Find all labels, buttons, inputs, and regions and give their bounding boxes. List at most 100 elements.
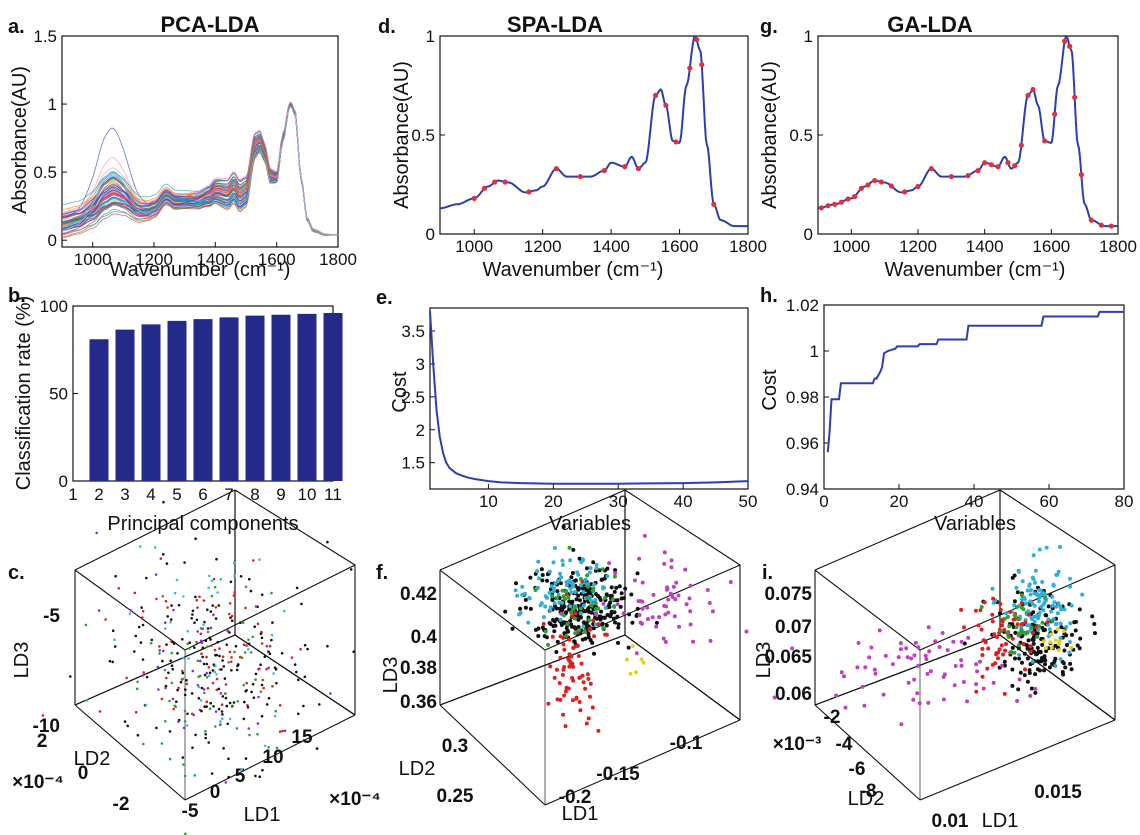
data-point <box>917 701 922 706</box>
data-point <box>881 692 886 697</box>
data-point <box>1020 660 1024 665</box>
data-point <box>564 589 569 594</box>
data-point <box>206 630 210 634</box>
data-point <box>650 615 655 620</box>
data-point <box>555 697 560 702</box>
data-point <box>629 592 634 597</box>
y-tick-label: 100 <box>40 297 68 316</box>
data-point <box>1016 643 1021 648</box>
data-point <box>607 602 612 607</box>
data-point <box>592 634 597 639</box>
data-point <box>240 768 243 771</box>
data-point <box>306 647 309 651</box>
data-point <box>213 670 216 674</box>
data-point <box>228 650 232 654</box>
data-point <box>1005 630 1010 635</box>
data-point <box>229 616 232 619</box>
data-point <box>1010 683 1015 688</box>
data-point <box>982 600 987 605</box>
data-point <box>992 632 997 637</box>
selected-variable-marker <box>838 199 844 205</box>
data-point <box>1050 603 1055 608</box>
x-tick-label: -0.15 <box>596 764 640 785</box>
data-point <box>574 597 579 602</box>
data-point <box>214 606 218 609</box>
data-point <box>233 590 236 594</box>
data-point <box>1053 643 1058 648</box>
data-point <box>200 652 203 655</box>
data-point <box>209 626 213 630</box>
x-tick-label: -5 <box>182 801 199 822</box>
data-point <box>256 722 260 725</box>
data-point <box>581 620 586 625</box>
data-point <box>1027 671 1032 675</box>
x-tick-label: 2 <box>94 485 103 504</box>
data-point <box>300 602 303 606</box>
data-point <box>41 714 45 717</box>
data-point <box>561 712 566 717</box>
data-point <box>224 696 228 700</box>
data-point <box>182 595 185 598</box>
data-point <box>586 609 591 614</box>
data-point <box>217 687 221 691</box>
data-point <box>197 685 201 689</box>
data-point <box>117 587 121 590</box>
data-point <box>196 630 199 633</box>
data-point <box>275 681 278 685</box>
y-scale-label: ×10⁻⁴ <box>12 772 64 793</box>
data-point <box>552 546 557 550</box>
data-point <box>587 570 592 575</box>
data-point <box>194 733 197 737</box>
data-point <box>959 663 964 668</box>
data-point <box>166 606 169 609</box>
data-point <box>172 707 175 711</box>
data-point <box>164 599 168 603</box>
data-point <box>584 721 589 726</box>
data-point <box>594 566 599 571</box>
data-point <box>1055 572 1060 577</box>
box-edge <box>999 489 1116 566</box>
data-point <box>856 641 861 645</box>
data-point <box>562 613 566 618</box>
box-edge <box>814 569 921 651</box>
data-point <box>618 604 623 609</box>
data-point <box>232 561 236 565</box>
y-tick-label: 0 <box>48 231 57 250</box>
data-point <box>227 775 230 779</box>
data-point <box>1072 620 1077 625</box>
data-point <box>571 547 576 552</box>
data-point <box>215 557 218 561</box>
data-point <box>254 774 257 778</box>
data-point <box>552 629 557 634</box>
data-point <box>159 557 163 560</box>
data-point <box>271 685 274 688</box>
data-point <box>979 605 984 609</box>
data-point <box>213 585 217 589</box>
data-point <box>211 604 214 607</box>
data-point <box>607 561 612 566</box>
data-point <box>578 577 583 581</box>
data-point <box>664 604 668 609</box>
selected-variable-marker <box>502 179 508 185</box>
data-point <box>710 609 715 614</box>
panel-label: b. <box>8 285 26 307</box>
data-point <box>1063 665 1068 670</box>
data-point <box>924 657 929 662</box>
data-point <box>560 588 565 593</box>
data-point <box>586 596 591 601</box>
data-point <box>790 646 795 651</box>
data-point <box>183 693 187 697</box>
y-axis-label: LD2 <box>399 758 436 780</box>
data-point <box>181 677 185 681</box>
data-point <box>155 726 158 730</box>
data-point <box>203 620 206 624</box>
data-point <box>268 652 272 655</box>
data-point <box>674 580 679 585</box>
data-point <box>998 607 1003 612</box>
data-point <box>274 709 278 713</box>
data-point <box>898 647 903 652</box>
data-point <box>590 705 595 710</box>
data-point <box>536 634 541 638</box>
data-point <box>1075 643 1080 648</box>
data-point <box>202 662 206 666</box>
